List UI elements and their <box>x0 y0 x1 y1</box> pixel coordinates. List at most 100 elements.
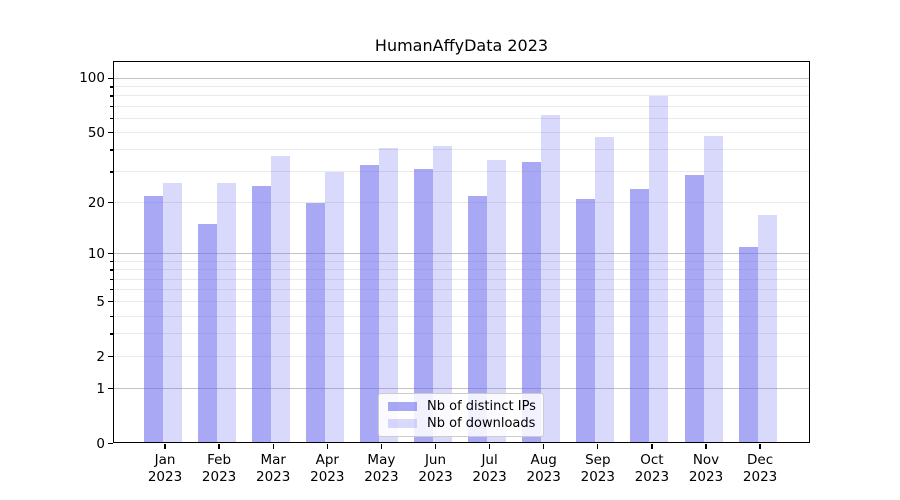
bar-distinct-ips-may <box>359 164 379 444</box>
y-tick-2 <box>107 355 113 358</box>
y-tick-20 <box>107 202 113 204</box>
gridline-4 <box>114 315 809 317</box>
legend-entry-distinct-ips: Nb of distinct IPs <box>388 398 536 415</box>
x-tick-label-mar: Mar 2023 <box>241 452 305 487</box>
x-label-month-jul: Jul <box>481 451 498 468</box>
bar-downloads-oct <box>649 95 669 444</box>
gridline-70 <box>114 105 809 107</box>
y-minor-tick-80 <box>110 95 113 97</box>
x-tick-label-sep: Sep 2023 <box>566 452 630 487</box>
chart-title: HumanAffyData 2023 <box>374 36 549 55</box>
x-tick-label-jul: Jul 2023 <box>458 452 522 487</box>
bar-downloads-sep <box>595 137 615 444</box>
x-label-year-jun: 2023 <box>418 468 453 485</box>
x-tick-jun <box>434 443 437 449</box>
bar-distinct-ips-mar <box>251 185 271 444</box>
x-tick-feb <box>218 443 220 449</box>
y-tick-label-100: 100 <box>79 70 105 87</box>
bar-downloads-feb <box>216 182 236 444</box>
gridline-8 <box>114 269 809 271</box>
bar-distinct-ips-jul <box>468 195 488 444</box>
x-label-month-jan: Jan <box>154 451 176 468</box>
x-label-year-dec: 2023 <box>742 468 778 485</box>
y-tick-label-1: 1 <box>96 380 105 397</box>
x-label-month-oct: Oct <box>640 451 664 468</box>
x-tick-label-apr: Apr 2023 <box>295 452 359 487</box>
x-tick-sep <box>597 443 599 449</box>
y-minor-tick-30 <box>110 171 113 173</box>
bar-downloads-nov <box>703 135 723 444</box>
y-minor-tick-9 <box>110 260 113 263</box>
x-label-month-dec: Dec <box>747 451 774 468</box>
x-label-month-may: May <box>367 451 396 468</box>
gridline-20 <box>114 202 809 204</box>
legend-swatch-distinct-ips <box>388 402 417 411</box>
x-tick-mar <box>272 443 274 449</box>
y-minor-tick-4 <box>110 315 113 317</box>
y-tick-1 <box>107 388 113 390</box>
bar-distinct-ips-jun <box>414 169 433 444</box>
bar-distinct-ips-jan <box>143 195 163 444</box>
bar-downloads-jul <box>487 160 507 444</box>
x-label-month-apr: Apr <box>315 451 339 468</box>
gridline-10 <box>114 253 809 255</box>
x-label-year-aug: 2023 <box>526 468 561 485</box>
y-minor-tick-40 <box>110 149 113 151</box>
gridline-1 <box>114 388 809 390</box>
x-label-month-sep: Sep <box>585 451 611 468</box>
y-tick-10 <box>107 253 113 255</box>
gridline-80 <box>114 95 809 97</box>
bar-distinct-ips-oct <box>630 188 650 444</box>
x-tick-label-jun: Jun 2023 <box>404 452 468 487</box>
x-tick-aug <box>543 443 545 449</box>
gridline-60 <box>114 117 809 119</box>
x-label-year-jul: 2023 <box>472 468 507 485</box>
legend: Nb of distinct IPs Nb of downloads <box>378 393 544 437</box>
x-tick-dec <box>759 443 761 449</box>
x-tick-jan <box>164 443 166 449</box>
legend-label-distinct-ips: Nb of distinct IPs <box>427 399 536 414</box>
bar-downloads-may <box>378 147 398 444</box>
gridline-40 <box>114 149 809 151</box>
y-minor-tick-3 <box>110 333 113 335</box>
bar-distinct-ips-dec <box>738 246 758 444</box>
bar-downloads-apr <box>324 171 344 444</box>
bar-downloads-mar <box>270 155 290 444</box>
gridline-7 <box>114 278 809 280</box>
legend-swatch-downloads <box>388 419 417 428</box>
x-label-month-nov: Nov <box>692 451 720 468</box>
x-label-year-sep: 2023 <box>580 468 615 485</box>
y-minor-tick-8 <box>110 269 113 271</box>
y-tick-label-0: 0 <box>96 435 105 452</box>
legend-label-downloads: Nb of downloads <box>427 416 536 431</box>
gridline-6 <box>114 289 809 291</box>
y-minor-tick-90 <box>110 86 113 88</box>
y-tick-0 <box>107 442 113 445</box>
gridline-2 <box>114 356 809 358</box>
gridline-9 <box>114 260 809 262</box>
x-label-year-jan: 2023 <box>147 468 183 485</box>
bar-downloads-dec <box>757 214 777 444</box>
x-label-year-may: 2023 <box>364 468 399 485</box>
y-minor-tick-6 <box>110 289 113 291</box>
x-label-month-aug: Aug <box>530 451 557 468</box>
bar-downloads-jan <box>162 182 182 444</box>
y-tick-5 <box>107 301 113 303</box>
gridline-90 <box>114 86 809 88</box>
x-tick-label-aug: Aug 2023 <box>512 452 576 487</box>
x-label-year-feb: 2023 <box>201 468 237 485</box>
bar-distinct-ips-apr <box>305 202 325 444</box>
x-tick-label-feb: Feb 2023 <box>187 452 251 487</box>
plot-frame <box>113 61 810 443</box>
bar-distinct-ips-feb <box>197 224 217 444</box>
y-minor-tick-60 <box>110 117 113 120</box>
x-tick-label-may: May 2023 <box>349 452 413 487</box>
gridline-5 <box>114 301 809 303</box>
x-tick-nov <box>705 443 707 449</box>
x-tick-label-dec: Dec 2023 <box>728 452 792 487</box>
bar-distinct-ips-nov <box>684 174 704 444</box>
gridline-50 <box>114 132 809 134</box>
y-tick-label-2: 2 <box>96 348 105 365</box>
x-label-year-mar: 2023 <box>256 468 291 485</box>
